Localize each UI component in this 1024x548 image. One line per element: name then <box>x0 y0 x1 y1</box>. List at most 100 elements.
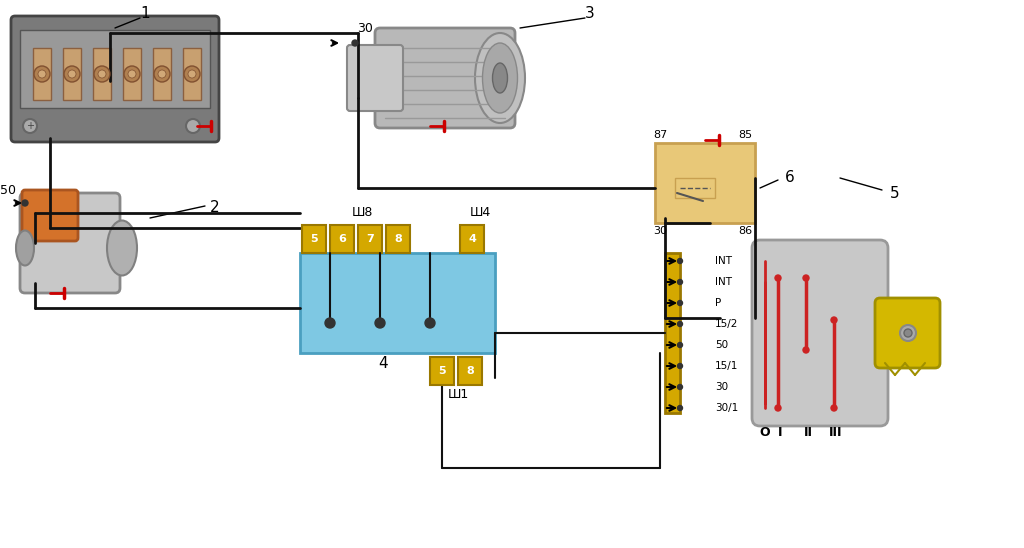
Circle shape <box>900 325 916 341</box>
Circle shape <box>375 318 385 328</box>
Circle shape <box>904 329 912 337</box>
Circle shape <box>831 317 837 323</box>
Bar <box>93 48 111 100</box>
Text: 6: 6 <box>338 234 346 244</box>
Circle shape <box>22 200 28 206</box>
Circle shape <box>154 66 170 82</box>
Text: III: III <box>829 426 843 439</box>
Text: 8: 8 <box>394 234 401 244</box>
Bar <box>123 48 141 100</box>
Text: 50: 50 <box>0 185 16 197</box>
Text: 7: 7 <box>367 234 374 244</box>
Text: 50: 50 <box>715 340 728 350</box>
Circle shape <box>38 70 46 78</box>
Circle shape <box>68 70 76 78</box>
Text: 30/1: 30/1 <box>715 403 738 413</box>
Circle shape <box>98 70 106 78</box>
Text: 4: 4 <box>468 234 476 244</box>
Circle shape <box>128 70 136 78</box>
FancyBboxPatch shape <box>347 45 403 111</box>
Text: +: + <box>26 121 34 131</box>
FancyBboxPatch shape <box>20 193 120 293</box>
Text: 30: 30 <box>357 21 373 35</box>
Bar <box>33 48 51 100</box>
Bar <box>430 357 454 385</box>
Bar <box>300 253 495 353</box>
FancyBboxPatch shape <box>22 190 78 241</box>
Text: Ш4: Ш4 <box>469 207 490 220</box>
Circle shape <box>63 66 80 82</box>
Text: 85: 85 <box>738 130 752 140</box>
Circle shape <box>34 66 50 82</box>
Text: 15/2: 15/2 <box>715 319 738 329</box>
Bar <box>675 178 715 198</box>
Bar <box>63 48 81 100</box>
Ellipse shape <box>16 231 34 265</box>
FancyBboxPatch shape <box>375 28 515 128</box>
Ellipse shape <box>482 43 517 113</box>
Text: 3: 3 <box>585 5 595 20</box>
Text: 30: 30 <box>653 226 667 236</box>
Circle shape <box>775 405 781 411</box>
Ellipse shape <box>106 220 137 276</box>
FancyBboxPatch shape <box>752 240 888 426</box>
Text: 2: 2 <box>210 201 220 215</box>
Circle shape <box>186 119 200 133</box>
Text: 30: 30 <box>715 382 728 392</box>
Text: 5: 5 <box>438 366 445 376</box>
Circle shape <box>803 275 809 281</box>
Circle shape <box>831 405 837 411</box>
Circle shape <box>678 363 683 368</box>
Polygon shape <box>665 253 680 413</box>
Circle shape <box>352 40 358 46</box>
Circle shape <box>678 385 683 390</box>
Circle shape <box>678 342 683 347</box>
Bar <box>655 143 755 223</box>
Circle shape <box>775 275 781 281</box>
Text: II: II <box>804 426 812 439</box>
Circle shape <box>94 66 110 82</box>
Bar <box>358 225 382 253</box>
Circle shape <box>803 347 809 353</box>
Bar <box>458 357 482 385</box>
Circle shape <box>23 119 37 133</box>
Circle shape <box>158 70 166 78</box>
Bar <box>20 30 210 108</box>
Bar <box>460 225 484 253</box>
Bar <box>302 225 326 253</box>
FancyBboxPatch shape <box>874 298 940 368</box>
Bar <box>153 48 171 100</box>
Ellipse shape <box>475 33 525 123</box>
Circle shape <box>678 322 683 327</box>
Text: 15/1: 15/1 <box>715 361 738 371</box>
Text: 4: 4 <box>378 356 388 370</box>
Text: Ш8: Ш8 <box>351 207 373 220</box>
Circle shape <box>678 300 683 305</box>
Text: INT: INT <box>715 256 732 266</box>
Text: 87: 87 <box>653 130 667 140</box>
Circle shape <box>678 279 683 284</box>
Text: INT: INT <box>715 277 732 287</box>
Text: P: P <box>715 298 721 308</box>
Bar <box>330 225 354 253</box>
Circle shape <box>678 406 683 410</box>
Text: O: O <box>760 426 770 439</box>
Text: I: I <box>778 426 782 439</box>
Bar <box>183 48 201 100</box>
FancyBboxPatch shape <box>11 16 219 142</box>
Text: 6: 6 <box>785 170 795 186</box>
Text: Ш1: Ш1 <box>447 389 469 402</box>
Ellipse shape <box>493 63 508 93</box>
Text: 1: 1 <box>140 5 150 20</box>
Text: 5: 5 <box>890 186 900 201</box>
Circle shape <box>678 259 683 264</box>
Circle shape <box>184 66 200 82</box>
Circle shape <box>325 318 335 328</box>
Circle shape <box>188 70 196 78</box>
Text: 8: 8 <box>466 366 474 376</box>
Bar <box>386 225 410 253</box>
Circle shape <box>124 66 140 82</box>
Circle shape <box>425 318 435 328</box>
Text: 86: 86 <box>738 226 752 236</box>
Text: 5: 5 <box>310 234 317 244</box>
